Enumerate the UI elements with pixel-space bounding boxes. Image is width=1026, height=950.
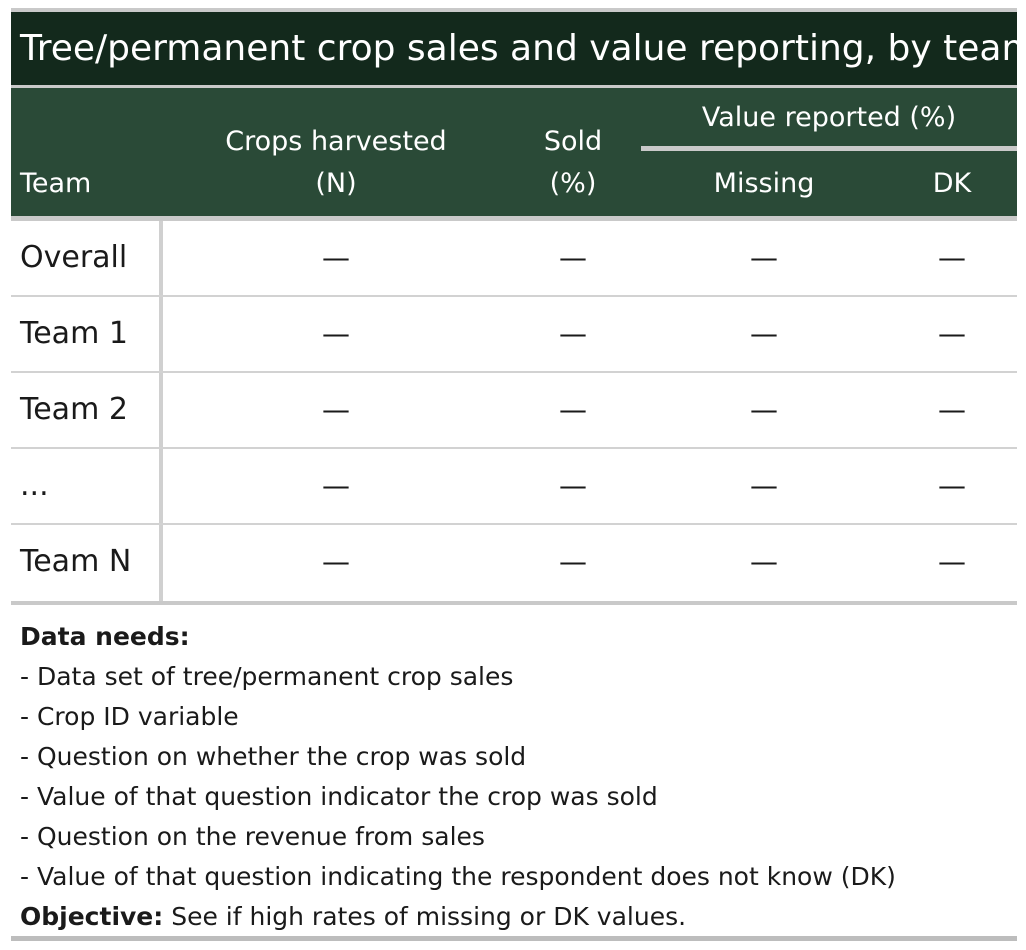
cell-crops: —	[322, 545, 350, 578]
cell-missing: —	[750, 241, 778, 274]
cell-crops: —	[322, 317, 350, 350]
top-rule	[11, 8, 1017, 12]
objective-text: See if high rates of missing or DK value…	[163, 902, 687, 931]
cell-dk: —	[938, 393, 966, 426]
cell-sold: —	[559, 393, 587, 426]
cell-missing: —	[750, 545, 778, 578]
note-item: - Question on the revenue from sales	[20, 822, 485, 851]
cell-crops: —	[322, 241, 350, 274]
cell-missing: —	[750, 317, 778, 350]
cell-crops: —	[322, 469, 350, 502]
stub-divider	[159, 525, 163, 601]
table-title: Tree/permanent crop sales and value repo…	[11, 12, 1026, 85]
cell-sold: —	[559, 241, 587, 274]
header-team: Team	[20, 168, 92, 199]
header-missing: Missing	[713, 168, 815, 199]
footer-rule	[11, 936, 1017, 941]
data-needs-heading: Data needs:	[20, 622, 190, 651]
header-dk: DK	[932, 168, 972, 199]
cell-crops: —	[322, 393, 350, 426]
table-row: Team 2 — — — —	[11, 373, 1017, 449]
stub-divider	[159, 221, 163, 295]
table-header: Team Crops harvested (N) Sold (%) Value …	[11, 88, 1017, 216]
header-rule	[11, 216, 1017, 221]
row-team: Team N	[20, 544, 132, 579]
note-item: - Crop ID variable	[20, 702, 239, 731]
stub-divider	[159, 373, 163, 447]
cell-dk: —	[938, 317, 966, 350]
cell-dk: —	[938, 469, 966, 502]
table-row: Overall — — — —	[11, 221, 1017, 297]
table-row: ... — — — —	[11, 449, 1017, 525]
cell-missing: —	[750, 469, 778, 502]
cell-sold: —	[559, 317, 587, 350]
row-team: ...	[20, 468, 49, 503]
table-row: Team 1 — — — —	[11, 297, 1017, 373]
cell-sold: —	[559, 469, 587, 502]
table-body: Overall — — — — Team 1 — — — — Team 2 — …	[11, 221, 1017, 601]
header-sold: Sold	[543, 126, 603, 157]
note-item: - Question on whether the crop was sold	[20, 742, 527, 771]
table-notes: Data needs: - Data set of tree/permanent…	[11, 605, 1017, 943]
header-crops-harvested: Crops harvested	[225, 126, 447, 157]
objective-line: Objective: See if high rates of missing …	[20, 897, 1008, 937]
row-team: Team 1	[20, 316, 128, 351]
cell-dk: —	[938, 241, 966, 274]
row-team: Overall	[20, 240, 128, 275]
table-row: Team N — — — —	[11, 525, 1017, 601]
note-item: - Data set of tree/permanent crop sales	[20, 662, 514, 691]
note-item: - Value of that question indicator the c…	[20, 782, 658, 811]
header-value-reported: Value reported (%)	[701, 102, 957, 133]
header-group-underline	[641, 146, 1017, 151]
cell-dk: —	[938, 545, 966, 578]
table-bottom-rule	[11, 601, 1017, 605]
header-sold-unit: (%)	[549, 168, 597, 199]
stub-divider	[159, 297, 163, 371]
cell-sold: —	[559, 545, 587, 578]
row-team: Team 2	[20, 392, 128, 427]
title-rule	[11, 85, 1017, 88]
cell-missing: —	[750, 393, 778, 426]
note-item: - Value of that question indicating the …	[20, 862, 896, 891]
objective-label: Objective:	[20, 902, 164, 931]
header-crops-unit: (N)	[315, 168, 357, 199]
stub-divider	[159, 449, 163, 523]
table-frame: Tree/permanent crop sales and value repo…	[11, 8, 1026, 943]
